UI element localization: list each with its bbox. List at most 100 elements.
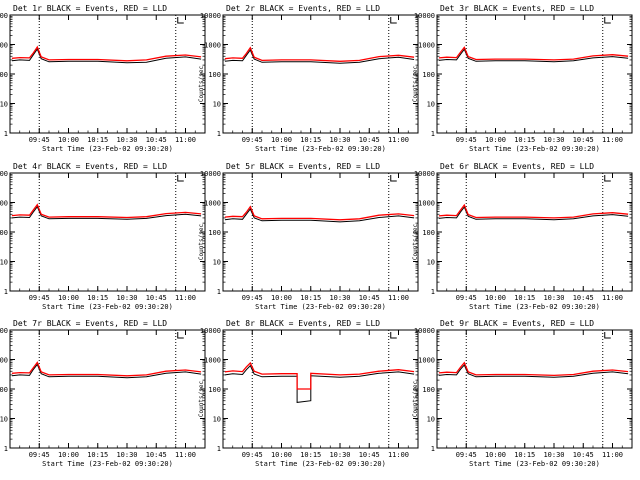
series-line-events	[438, 206, 629, 221]
x-tick-label: 10:45	[573, 451, 594, 459]
x-tick-label: 09:45	[456, 451, 477, 459]
x-axis-label: Start Time (23-Feb-02 09:30:20)	[42, 460, 173, 468]
x-tick-label: 10:15	[514, 451, 535, 459]
chart-panel-5: Det 5r BLACK = Events, RED = LLD 1 10 100 10…	[198, 162, 419, 311]
y-tick-label: 10	[213, 416, 221, 424]
x-tick-label: 10:00	[485, 136, 506, 144]
y-tick-label: 10000	[0, 12, 8, 20]
series-line-lld	[438, 361, 629, 377]
x-tick-label: 10:15	[300, 451, 321, 459]
plot-frame	[222, 329, 419, 449]
series-line-lld	[11, 361, 202, 377]
x-tick-label: 10:45	[146, 294, 167, 302]
series-line-lld	[224, 46, 415, 62]
y-tick-label: 1000	[418, 42, 435, 50]
x-tick-label: 11:00	[175, 136, 196, 144]
y-tick-label: 10000	[0, 327, 8, 335]
chart-panel-3: Det 3r BLACK = Events, RED = LLD 1 10 100 10…	[412, 4, 633, 153]
x-tick-label: 09:45	[456, 294, 477, 302]
y-tick-label: 1000	[204, 357, 221, 365]
x-tick-label: 11:00	[602, 451, 623, 459]
y-tick-label: 10	[427, 259, 435, 267]
chart-title: Det 9r BLACK = Events, RED = LLD	[440, 319, 594, 328]
plot-frame	[436, 14, 633, 134]
x-tick-label: 10:30	[543, 136, 564, 144]
x-axis-label: Start Time (23-Feb-02 09:30:20)	[255, 303, 386, 311]
y-tick-label: 10	[213, 101, 221, 109]
y-tick-label: 100	[0, 71, 8, 79]
x-tick-label: 09:45	[242, 294, 263, 302]
chart-panel-8: Det 8r BLACK = Events, RED = LLD 1 10 100 10…	[198, 319, 419, 468]
series-line-lld	[11, 45, 202, 62]
y-tick-label: 1	[4, 288, 8, 296]
y-axis-label: Counts/sec	[198, 381, 205, 418]
bracket-mark	[177, 175, 184, 182]
y-tick-label: 10	[0, 416, 8, 424]
plot-frame	[9, 172, 206, 292]
x-tick-label: 10:30	[543, 294, 564, 302]
series-line-lld	[11, 203, 202, 219]
y-axis-label: Counts/sec	[198, 224, 205, 261]
x-tick-label: 10:00	[58, 294, 79, 302]
x-tick-label: 10:30	[329, 294, 350, 302]
y-tick-label: 1	[217, 288, 221, 296]
x-tick-label: 10:45	[573, 294, 594, 302]
x-axis-label: Start Time (23-Feb-02 09:30:20)	[469, 460, 600, 468]
plot-frame	[9, 14, 206, 134]
y-tick-label: 1	[431, 445, 435, 453]
y-tick-label: 10000	[200, 170, 221, 178]
y-tick-label: 10	[427, 101, 435, 109]
series-line-lld	[224, 361, 415, 390]
y-tick-label: 1000	[418, 200, 435, 208]
x-tick-label: 09:45	[29, 136, 50, 144]
chart-title: Det 4r BLACK = Events, RED = LLD	[13, 162, 167, 171]
y-tick-label: 1000	[0, 42, 8, 50]
x-tick-label: 09:45	[242, 136, 263, 144]
x-tick-label: 10:15	[87, 451, 108, 459]
x-tick-label: 11:00	[388, 451, 409, 459]
x-axis-label: Start Time (23-Feb-02 09:30:20)	[42, 145, 173, 153]
bracket-mark	[604, 17, 611, 24]
y-tick-label: 10000	[0, 170, 8, 178]
series-line-events	[11, 205, 202, 220]
x-tick-label: 10:00	[271, 451, 292, 459]
chart-panel-1: Det 1r BLACK = Events, RED = LLD 1 10 100 10…	[0, 4, 206, 153]
chart-title: Det 3r BLACK = Events, RED = LLD	[440, 4, 594, 13]
bracket-mark	[604, 332, 611, 339]
x-tick-label: 10:30	[329, 136, 350, 144]
series-line-events	[224, 208, 415, 223]
x-tick-label: 10:15	[87, 136, 108, 144]
x-tick-label: 10:15	[514, 294, 535, 302]
x-axis-label: Start Time (23-Feb-02 09:30:20)	[255, 460, 386, 468]
bracket-mark	[390, 17, 397, 24]
y-tick-label: 10000	[414, 170, 435, 178]
plot-frame	[222, 14, 419, 134]
y-tick-label: 10000	[200, 12, 221, 20]
x-axis-label: Start Time (23-Feb-02 09:30:20)	[469, 145, 600, 153]
x-tick-label: 10:00	[58, 136, 79, 144]
y-tick-label: 100	[208, 71, 221, 79]
x-tick-label: 10:45	[573, 136, 594, 144]
bracket-mark	[390, 175, 397, 182]
chart-title: Det 8r BLACK = Events, RED = LLD	[226, 319, 380, 328]
y-tick-label: 100	[208, 229, 221, 237]
chart-panel-2: Det 2r BLACK = Events, RED = LLD 1 10 100 10…	[198, 4, 419, 153]
bracket-mark	[177, 332, 184, 339]
y-tick-label: 1000	[204, 42, 221, 50]
chart-panel-9: Det 9r BLACK = Events, RED = LLD 1 10 100 10…	[412, 319, 633, 468]
series-line-events	[438, 48, 629, 63]
y-tick-label: 1	[4, 445, 8, 453]
y-tick-label: 100	[0, 386, 8, 394]
y-tick-label: 100	[422, 386, 435, 394]
x-tick-label: 10:30	[543, 451, 564, 459]
x-tick-label: 11:00	[602, 294, 623, 302]
x-tick-label: 11:00	[175, 294, 196, 302]
y-tick-label: 1	[217, 130, 221, 138]
x-tick-label: 09:45	[29, 451, 50, 459]
chart-panel-6: Det 6r BLACK = Events, RED = LLD 1 10 100 10…	[412, 162, 633, 311]
y-tick-label: 1	[4, 130, 8, 138]
chart-title: Det 6r BLACK = Events, RED = LLD	[440, 162, 594, 171]
bracket-mark	[177, 17, 184, 24]
x-tick-label: 10:30	[116, 294, 137, 302]
